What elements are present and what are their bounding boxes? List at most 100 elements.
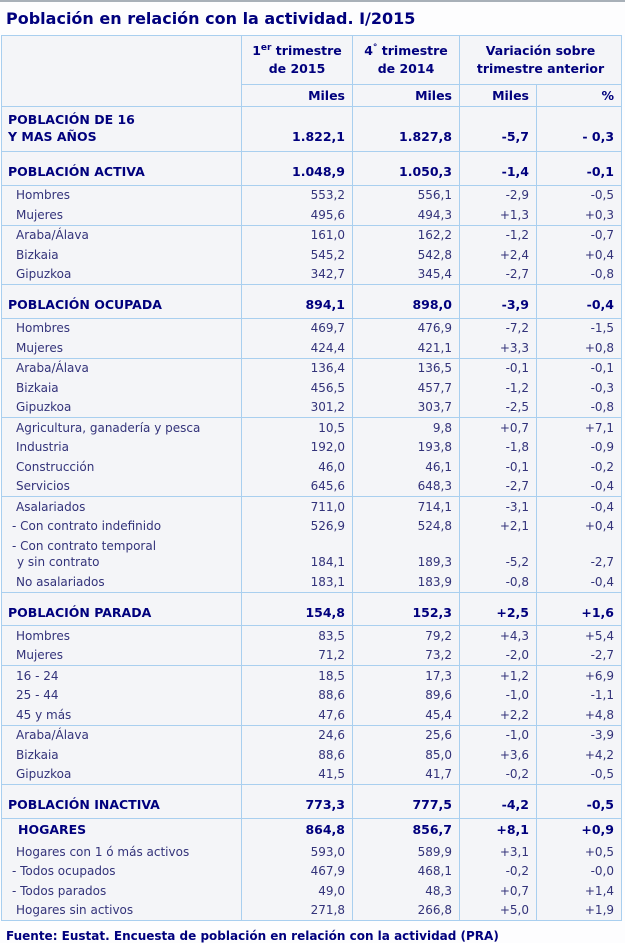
cell-value: -0,1 bbox=[459, 457, 537, 477]
cell-value: 46,1 bbox=[352, 457, 460, 477]
cell-value: 556,1 bbox=[352, 184, 460, 205]
col-header-q4-2014: 4° trimestre de 2014 bbox=[352, 35, 460, 85]
row-label-text: POBLACIÓN ACTIVA bbox=[8, 164, 145, 179]
row-label: Hombres bbox=[1, 625, 242, 646]
cell-value: 1.822,1 bbox=[241, 106, 353, 152]
header-text: trimestre bbox=[377, 42, 448, 58]
table-row: Mujeres 71,2 73,2 -2,0 -2,7 bbox=[2, 645, 622, 666]
cell-value: +3,1 bbox=[459, 842, 537, 862]
subheader-miles-3: Miles bbox=[459, 84, 537, 107]
header-text: Variación sobre bbox=[485, 42, 596, 58]
row-label-text: - Con contrato indefinido bbox=[12, 519, 162, 533]
cell-value: 152,3 bbox=[352, 591, 460, 626]
table-row: Gipuzkoa 301,2 303,7 -2,5 -0,8 bbox=[2, 397, 622, 418]
header-text: trimestre anterior bbox=[476, 61, 605, 76]
table-row: POBLACIÓN INACTIVA 773,3 777,5 -4,2 -0,5 bbox=[1, 784, 622, 818]
cell-value: -2,7 bbox=[535, 536, 622, 572]
cell-value: +0,8 bbox=[535, 338, 622, 358]
cell-value: -0,3 bbox=[535, 378, 622, 398]
row-label: Mujeres bbox=[2, 205, 242, 225]
cell-value: 161,0 bbox=[241, 224, 353, 245]
cell-value: 45,4 bbox=[352, 705, 460, 725]
cell-value: -1,5 bbox=[535, 317, 622, 338]
cell-value: +6,9 bbox=[535, 665, 622, 686]
table-row: Asalariados 711,0 714,1 -3,1 -0,4 bbox=[1, 496, 622, 517]
cell-value: 24,6 bbox=[241, 724, 353, 745]
table-row: Bizkaia 545,2 542,8 +2,4 +0,4 bbox=[2, 245, 622, 265]
row-label-text: Hombres bbox=[16, 321, 70, 335]
cell-value: 193,8 bbox=[352, 437, 460, 457]
population-activity-table: 1er trimestre de 2015 4° trimestre de 2014… bbox=[1, 35, 623, 921]
cell-value: -2,5 bbox=[459, 397, 537, 418]
cell-value: -1,2 bbox=[459, 378, 537, 398]
table-row: POBLACIÓN DE 16 Y MAS AÑOS 1.822,1 1.827,8-… bbox=[2, 106, 622, 152]
row-label-text: Agricultura, ganadería y pesca bbox=[16, 420, 201, 435]
row-label-text: Bizkaia bbox=[16, 247, 59, 262]
row-label: Bizkaia bbox=[2, 745, 242, 765]
row-label: POBLACIÓN OCUPADA bbox=[1, 284, 242, 318]
table-row: Araba/Álava 161,0 162,2 -1,2 -0,7 bbox=[1, 224, 622, 245]
subheader-percent: % bbox=[535, 84, 622, 107]
subheader-miles-2: Miles bbox=[352, 84, 460, 107]
cell-value: 589,9 bbox=[352, 842, 460, 862]
table-row: Mujeres 495,6 494,3 +1,3 +0,3 bbox=[2, 205, 622, 225]
row-label-text: No asalariados bbox=[16, 574, 105, 589]
cell-value: 457,7 bbox=[352, 378, 460, 398]
table-row: No asalariados 183,1 183,9 -0,8 -0,4 bbox=[2, 572, 622, 592]
table-row: Hogares con 1 ó más activos 593,0 589,9 +3,… bbox=[2, 842, 622, 862]
cell-value: -1,0 bbox=[459, 724, 537, 745]
cell-value: -1,8 bbox=[459, 437, 537, 457]
cell-value: -0,1 bbox=[535, 151, 622, 185]
cell-value: 648,3 bbox=[352, 476, 460, 497]
row-label: Hombres bbox=[1, 317, 242, 338]
cell-value: 154,8 bbox=[241, 591, 353, 626]
row-label: 45 y más bbox=[2, 705, 242, 725]
row-label: POBLACIÓN PARADA bbox=[1, 591, 242, 626]
header-row-periods: 1er trimestre de 2015 4° trimestre de 2014… bbox=[1, 35, 622, 107]
cell-value: +1,2 bbox=[459, 665, 537, 686]
table-row: - Todos parados 49,0 48,3 +0,7 +1,4 bbox=[2, 881, 622, 901]
row-label-text: Industria bbox=[16, 440, 69, 454]
cell-value: -0,8 bbox=[535, 397, 622, 418]
cell-value: 79,2 bbox=[352, 625, 460, 646]
cell-value: -2,7 bbox=[459, 264, 537, 285]
cell-value: 645,6 bbox=[241, 476, 353, 497]
cell-value: -3,9 bbox=[459, 284, 537, 318]
cell-value: +1,3 bbox=[459, 205, 537, 225]
row-label-text: Araba/Álava bbox=[16, 361, 89, 375]
cell-value: 162,2 bbox=[352, 224, 460, 245]
row-label-text: Mujeres bbox=[16, 340, 63, 355]
cell-value: 495,6 bbox=[241, 205, 353, 225]
row-label: POBLACIÓN ACTIVA bbox=[1, 151, 242, 185]
cell-value: +2,4 bbox=[459, 245, 537, 265]
cell-value: 1.050,3 bbox=[352, 151, 460, 185]
header-text: 4 bbox=[364, 42, 373, 58]
row-label-text: Bizkaia bbox=[16, 380, 59, 395]
row-label-text: Hombres bbox=[16, 188, 70, 202]
row-label-text: Hogares con 1 ó más activos bbox=[16, 844, 190, 859]
row-label: Industria bbox=[2, 438, 242, 458]
row-label: Asalariados bbox=[1, 496, 242, 517]
cell-value: 421,1 bbox=[352, 338, 460, 358]
cell-value: 467,9 bbox=[241, 861, 353, 881]
row-label: No asalariados bbox=[2, 572, 242, 592]
cell-value: +4,2 bbox=[535, 745, 622, 765]
table-row: - Con contrato temporal y sin contrato 184… bbox=[2, 536, 622, 572]
cell-value: -0,5 bbox=[535, 784, 622, 818]
footer-source: Fuente: Eustat. Encuesta de población en… bbox=[6, 929, 499, 943]
cell-value: -0,2 bbox=[459, 764, 537, 785]
table-row: Servicios 645,6 648,3 -2,7 -0,4 bbox=[2, 476, 622, 497]
row-label: Mujeres bbox=[2, 338, 242, 358]
table-row: Gipuzkoa 342,7 345,4 -2,7 -0,8 bbox=[2, 264, 622, 285]
table-row: Hombres 469,7 476,9 -7,2 -1,5 bbox=[1, 317, 622, 338]
cell-value: 864,8 bbox=[241, 817, 353, 842]
cell-value: +0,9 bbox=[535, 817, 622, 842]
cell-value: -2,7 bbox=[459, 476, 537, 497]
cell-value: 342,7 bbox=[241, 264, 353, 285]
cell-value: 303,7 bbox=[352, 397, 460, 418]
row-label-text-line2: y sin contrato bbox=[17, 555, 100, 569]
corner-cell bbox=[1, 35, 242, 107]
cell-value: 71,2 bbox=[241, 645, 353, 666]
table-row: Agricultura, ganadería y pesca 10,5 9,8 +0,… bbox=[1, 417, 622, 438]
cell-value: 526,9 bbox=[241, 516, 353, 536]
